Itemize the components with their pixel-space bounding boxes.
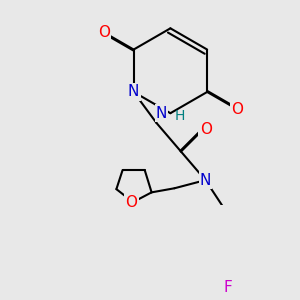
- Text: O: O: [200, 122, 212, 137]
- Text: O: O: [98, 25, 110, 40]
- Text: H: H: [175, 110, 185, 124]
- Text: O: O: [231, 102, 243, 117]
- Text: N: N: [200, 172, 211, 188]
- Text: N: N: [128, 85, 139, 100]
- Text: N: N: [156, 106, 167, 121]
- Text: F: F: [223, 280, 232, 295]
- Text: O: O: [125, 195, 137, 210]
